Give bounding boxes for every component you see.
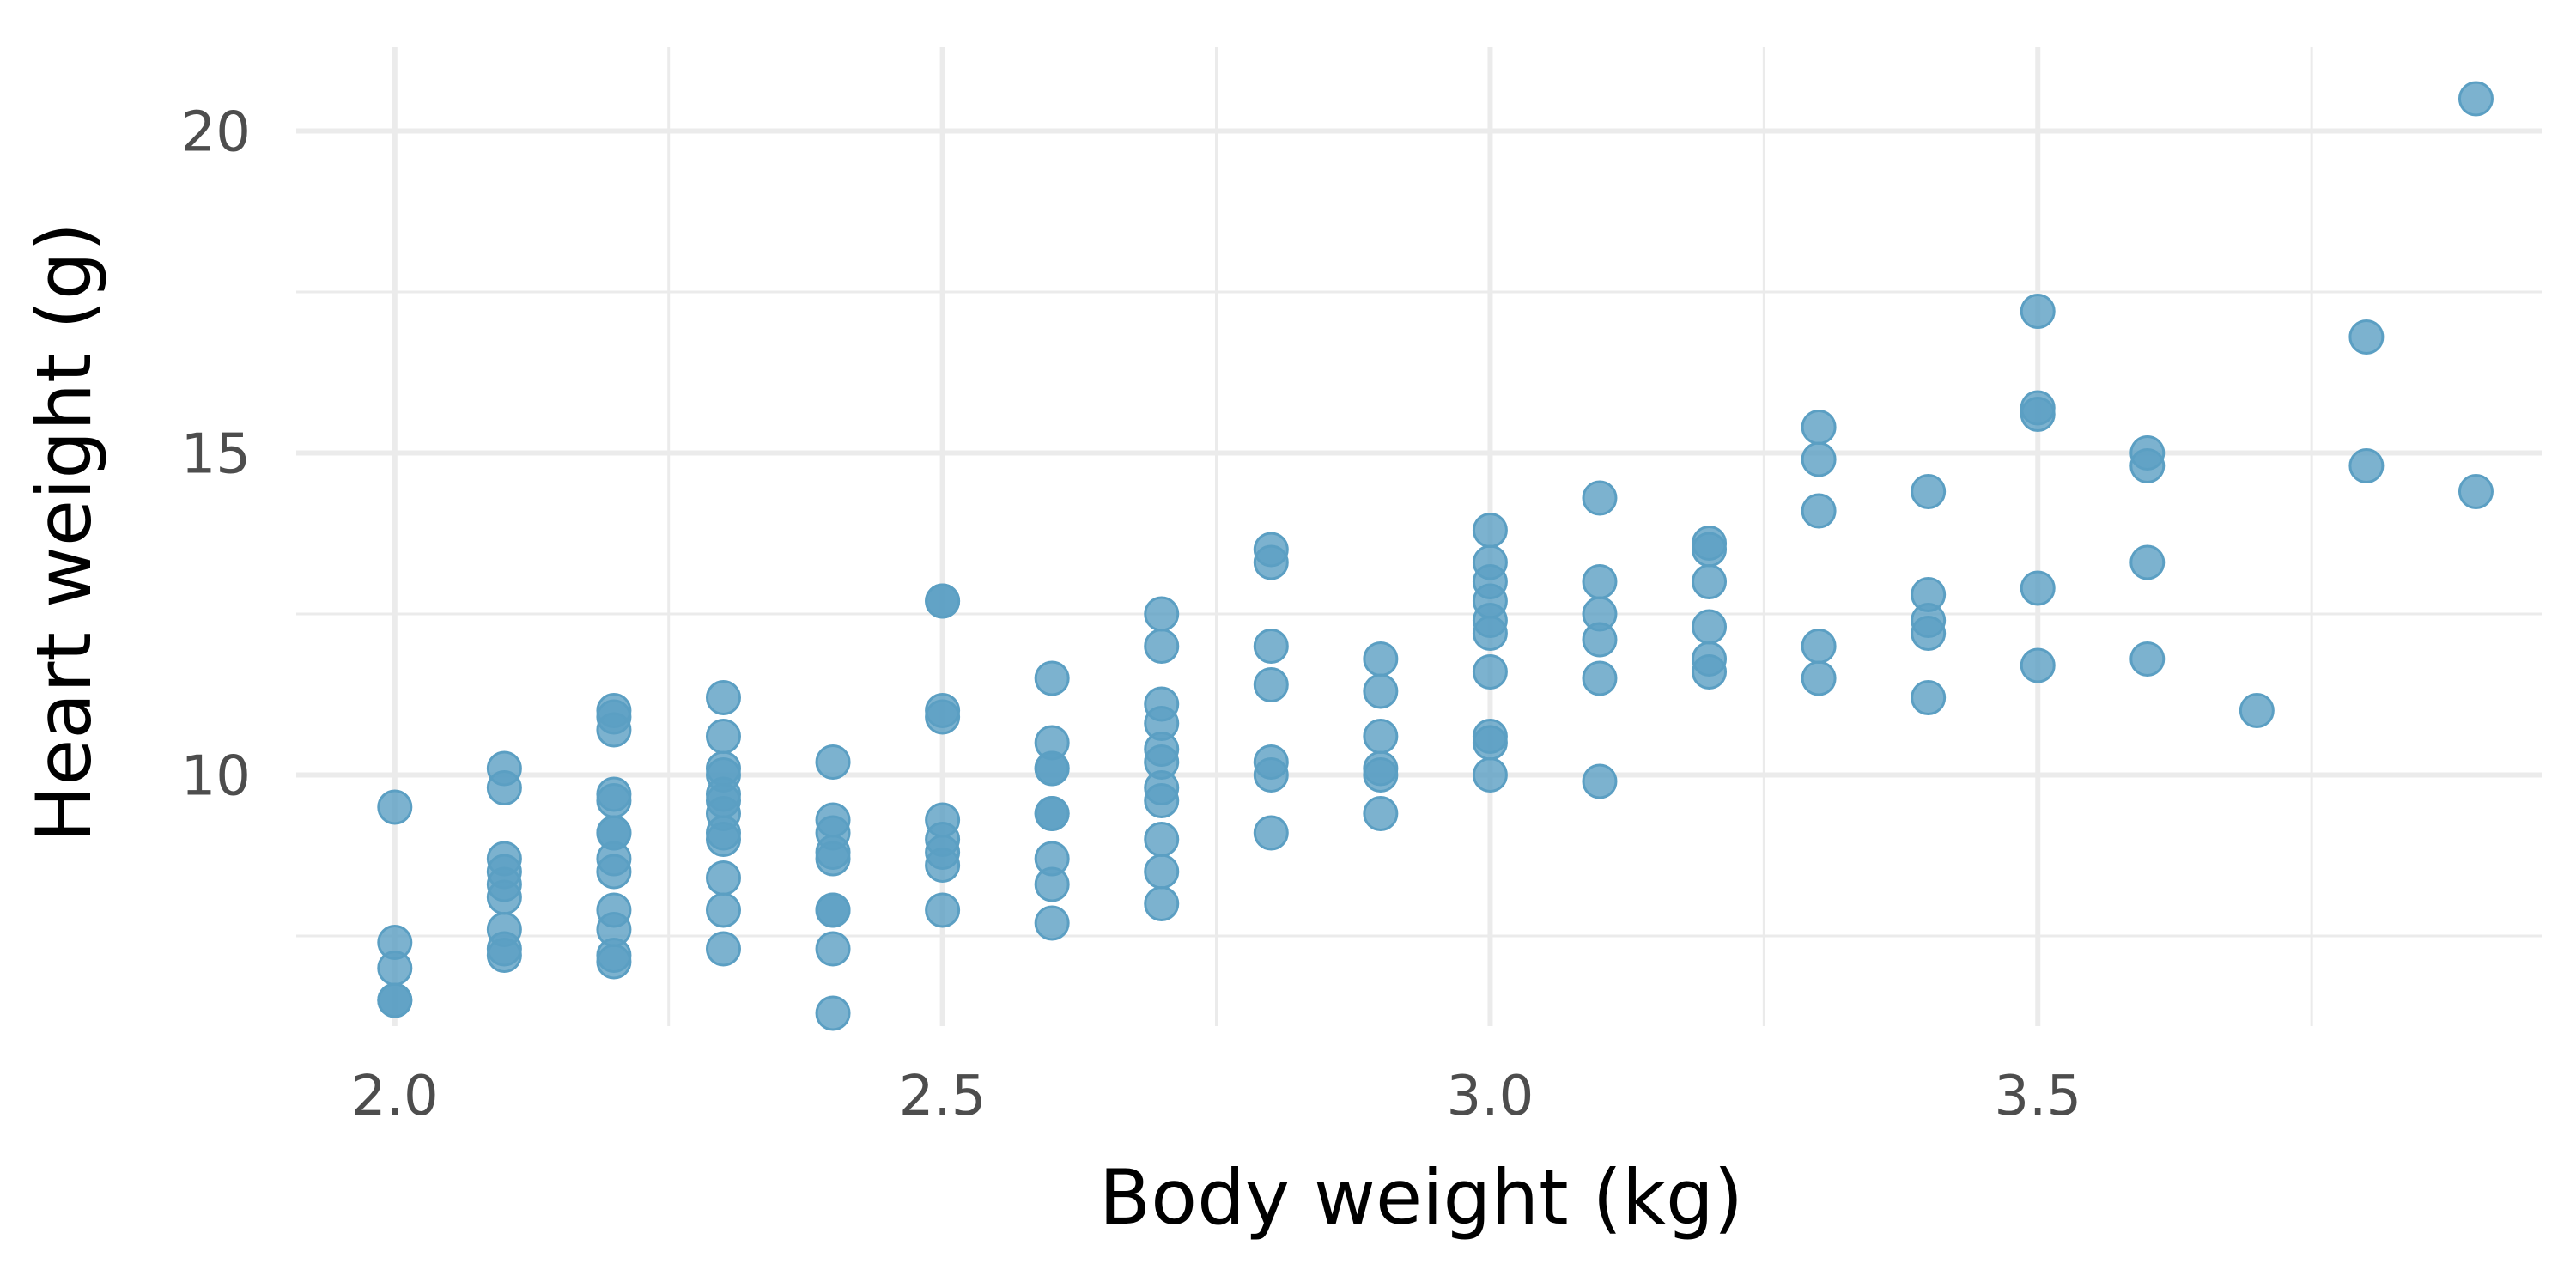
data-point bbox=[1144, 854, 1180, 890]
data-point bbox=[1034, 905, 1070, 941]
data-point bbox=[2020, 647, 2056, 683]
data-point bbox=[705, 892, 741, 928]
x-tick-label: 3.0 bbox=[1447, 1065, 1534, 1128]
data-point bbox=[1801, 660, 1837, 696]
data-point bbox=[1034, 866, 1070, 902]
data-point bbox=[1034, 796, 1070, 831]
data-point bbox=[377, 789, 413, 825]
data-point bbox=[1144, 596, 1180, 632]
data-point bbox=[1692, 564, 1728, 599]
data-point bbox=[1472, 654, 1508, 690]
data-point bbox=[1911, 680, 1947, 715]
data-point bbox=[925, 583, 961, 619]
data-point bbox=[1253, 815, 1289, 851]
data-point bbox=[1582, 763, 1618, 799]
data-points bbox=[377, 81, 2494, 1031]
data-point bbox=[815, 744, 851, 780]
data-point bbox=[1692, 654, 1728, 690]
data-point bbox=[1801, 629, 1837, 664]
data-point bbox=[1363, 673, 1399, 709]
data-point bbox=[705, 822, 741, 857]
data-point bbox=[1801, 441, 1837, 477]
data-point bbox=[1363, 796, 1399, 831]
data-point bbox=[925, 892, 961, 928]
data-point bbox=[1363, 641, 1399, 677]
data-point bbox=[596, 783, 632, 818]
data-point bbox=[1911, 616, 1947, 651]
data-point bbox=[1034, 750, 1070, 787]
data-point bbox=[1472, 616, 1508, 651]
data-point bbox=[596, 854, 632, 890]
y-tick-label: 15 bbox=[181, 423, 251, 487]
data-point bbox=[2458, 81, 2494, 117]
data-point bbox=[2458, 474, 2494, 509]
data-point bbox=[1253, 544, 1289, 580]
data-point bbox=[1144, 783, 1180, 818]
data-point bbox=[2020, 294, 2056, 329]
data-point bbox=[1582, 564, 1618, 599]
data-point bbox=[1582, 622, 1618, 658]
data-point bbox=[815, 841, 851, 877]
data-point bbox=[2348, 319, 2385, 355]
data-point bbox=[1144, 629, 1180, 664]
data-point bbox=[1253, 757, 1289, 793]
x-tick-label: 2.0 bbox=[351, 1065, 439, 1128]
data-point bbox=[2239, 693, 2275, 728]
y-tick-label: 20 bbox=[181, 101, 251, 165]
data-point bbox=[925, 699, 961, 735]
data-point bbox=[486, 770, 522, 805]
data-point bbox=[705, 860, 741, 896]
data-point bbox=[1692, 609, 1728, 645]
data-point bbox=[2129, 544, 2166, 580]
data-point bbox=[705, 719, 741, 754]
data-point bbox=[815, 995, 851, 1031]
y-tick-label: 10 bbox=[181, 745, 251, 809]
data-point bbox=[2129, 448, 2166, 483]
x-axis-tick-labels: 2.0 2.5 3.0 3.5 bbox=[351, 1065, 2081, 1128]
data-point bbox=[1144, 822, 1180, 857]
data-point bbox=[1472, 513, 1508, 548]
y-axis-title: Heart weight (g) bbox=[20, 222, 108, 842]
data-point bbox=[925, 848, 961, 883]
data-point bbox=[1911, 474, 1947, 509]
data-point bbox=[486, 938, 522, 973]
data-point bbox=[1144, 886, 1180, 921]
data-point bbox=[1472, 725, 1508, 761]
data-point bbox=[596, 712, 632, 748]
x-tick-label: 2.5 bbox=[899, 1065, 987, 1128]
data-point bbox=[2020, 397, 2056, 432]
data-point bbox=[1253, 629, 1289, 664]
data-point bbox=[1034, 660, 1070, 696]
data-point bbox=[1692, 532, 1728, 568]
data-point bbox=[705, 931, 741, 967]
data-point bbox=[377, 951, 413, 986]
data-point bbox=[1801, 493, 1837, 529]
data-point bbox=[1582, 480, 1618, 516]
data-point bbox=[1801, 410, 1837, 445]
data-point bbox=[1363, 719, 1399, 754]
data-point bbox=[2348, 448, 2385, 483]
data-point bbox=[815, 892, 851, 928]
y-axis-tick-labels: 10 15 20 bbox=[181, 101, 251, 809]
major-gridlines bbox=[296, 47, 2542, 1026]
data-point bbox=[1472, 757, 1508, 793]
data-point bbox=[1363, 757, 1399, 793]
x-tick-label: 3.5 bbox=[1994, 1065, 2081, 1128]
data-point bbox=[705, 680, 741, 715]
data-point bbox=[596, 944, 632, 980]
x-axis-title: Body weight (kg) bbox=[1099, 1153, 1743, 1242]
data-point bbox=[486, 879, 522, 915]
data-point bbox=[1582, 660, 1618, 696]
data-point bbox=[815, 931, 851, 967]
data-point bbox=[2129, 641, 2166, 677]
data-point bbox=[1253, 667, 1289, 702]
data-point bbox=[2020, 570, 2056, 606]
data-point bbox=[377, 982, 413, 1018]
minor-gridlines bbox=[296, 47, 2542, 1026]
